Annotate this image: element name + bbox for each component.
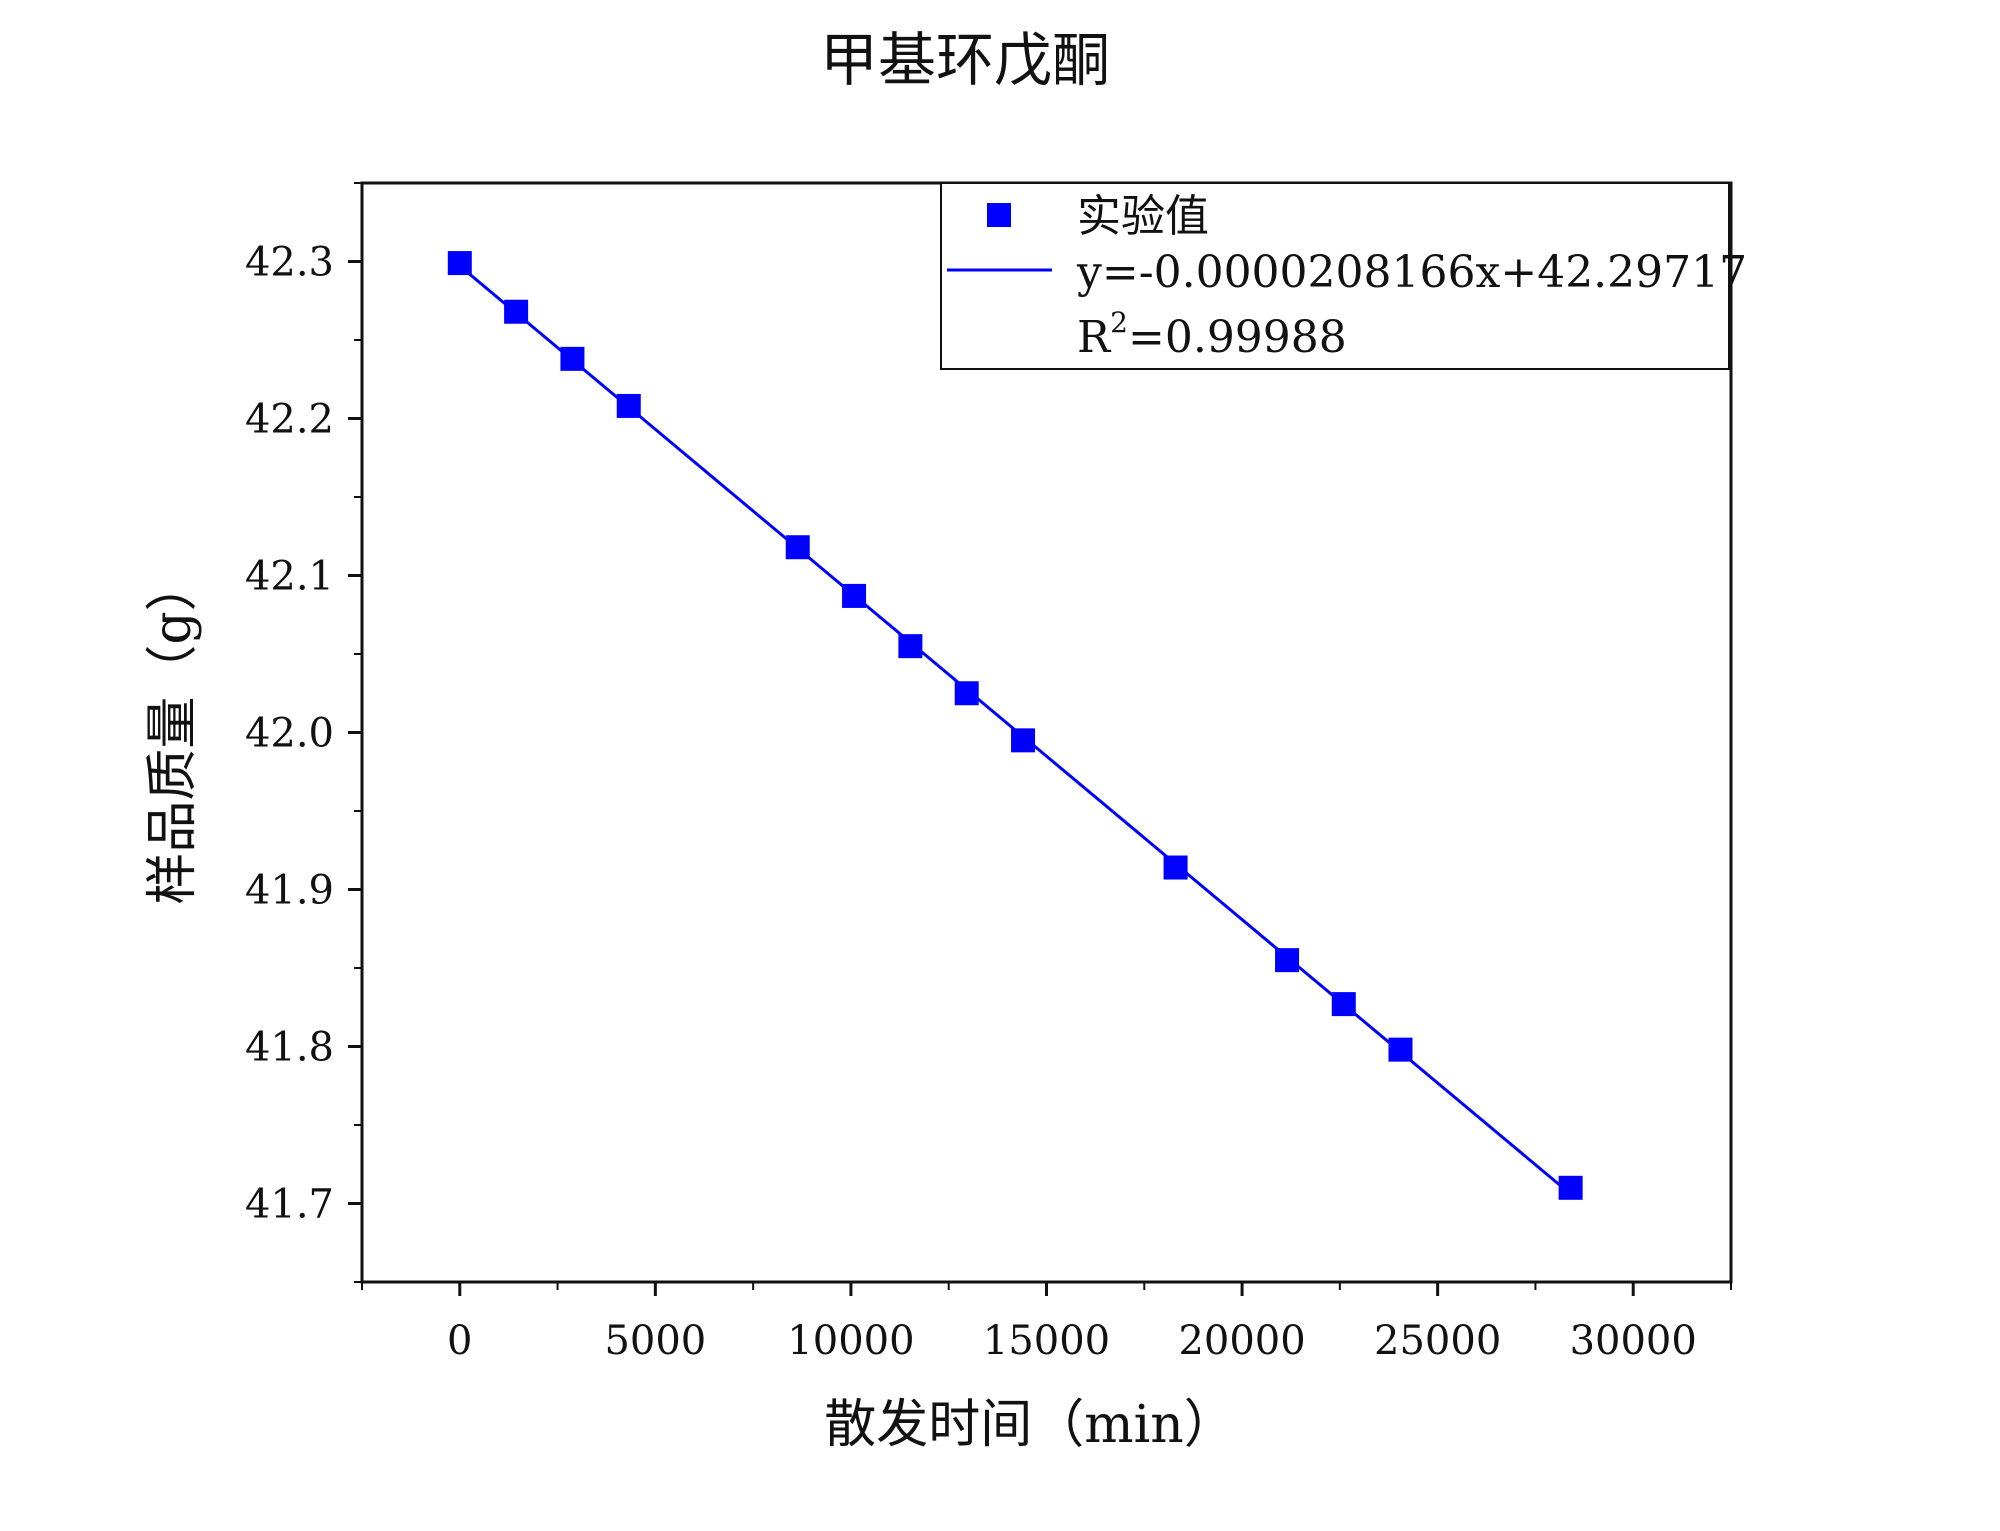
x-tick-label: 30000 <box>1570 1318 1697 1364</box>
y-tick-label: 42.0 <box>245 711 334 757</box>
legend-r2-prefix: R <box>1077 312 1112 363</box>
data-point <box>504 299 529 324</box>
legend-r2-sup: 2 <box>1110 306 1128 339</box>
x-axis-ticks: 0 5000 10000 15000 20000 25000 30000 <box>361 1282 1732 1364</box>
data-point <box>560 346 585 371</box>
x-tick-label: 20000 <box>1178 1318 1305 1364</box>
data-point <box>1275 948 1300 973</box>
data-point <box>1388 1037 1413 1062</box>
y-tick-label: 42.2 <box>245 397 334 443</box>
data-point <box>1163 855 1188 880</box>
legend-box <box>940 182 1730 370</box>
y-tick-label: 42.1 <box>245 554 334 600</box>
data-point <box>785 535 810 560</box>
x-tick-label: 10000 <box>787 1318 914 1364</box>
y-axis-title: 样品质量（g） <box>143 559 203 904</box>
data-point <box>1011 728 1036 753</box>
legend-scatter-swatch <box>987 203 1011 227</box>
legend-fit-label: y=-0.0000208166x+42.29717 <box>1076 247 1747 298</box>
data-point <box>954 681 979 706</box>
x-axis-title: 散发时间（min） <box>824 1395 1235 1455</box>
legend-r2-label: R2=0.99988 <box>1077 306 1347 363</box>
data-point <box>616 393 641 418</box>
data-point <box>842 583 867 608</box>
x-tick-label: 0 <box>447 1318 472 1364</box>
data-points <box>447 251 1583 1200</box>
legend-r2-value: =0.99988 <box>1128 312 1347 363</box>
y-tick-label: 41.8 <box>245 1025 334 1071</box>
legend-scatter-label: 实验值 <box>1077 191 1209 242</box>
legend: 实验值 y=-0.0000208166x+42.29717 R2=0.99988 <box>940 182 1747 370</box>
data-point <box>1331 992 1356 1017</box>
x-tick-label: 5000 <box>604 1318 706 1364</box>
x-tick-label: 15000 <box>983 1318 1110 1364</box>
x-tick-label: 25000 <box>1374 1318 1501 1364</box>
y-tick-label: 42.3 <box>245 240 334 286</box>
data-point <box>1558 1175 1583 1200</box>
chart-title: 甲基环戊酮 <box>820 26 1110 94</box>
data-point <box>898 634 923 659</box>
data-point <box>447 251 472 276</box>
y-axis-ticks: 41.7 41.8 41.9 42.0 42.1 42.2 42.3 <box>245 182 362 1283</box>
y-tick-label: 41.7 <box>245 1182 334 1228</box>
y-tick-label: 41.9 <box>245 868 334 914</box>
